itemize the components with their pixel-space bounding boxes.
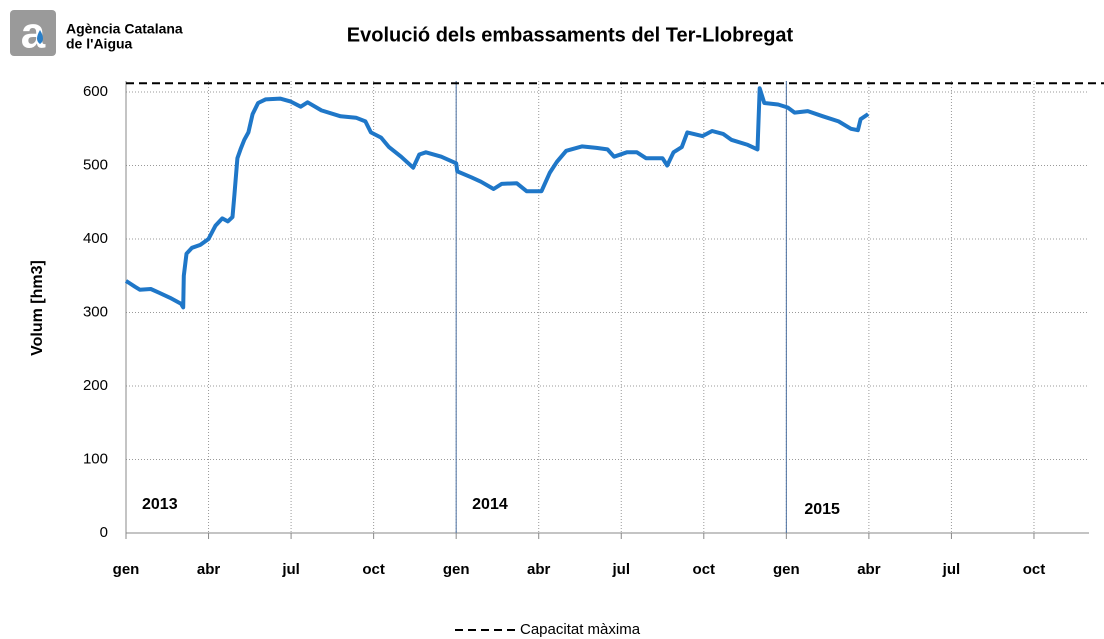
logo: a Agència Catalana de l'Aigua <box>10 9 183 58</box>
x-tick-label: oct <box>362 561 385 578</box>
logo-box <box>10 10 56 56</box>
y-tick-label: 300 <box>83 303 108 320</box>
year-label: 2013 <box>142 496 178 513</box>
y-axis-label: Volum [hm3] <box>29 260 46 356</box>
y-tick-label: 200 <box>83 377 108 394</box>
year-label: 2014 <box>472 496 508 513</box>
x-tick-label: gen <box>113 561 140 578</box>
x-tick-label: jul <box>281 561 300 578</box>
logo-drop <box>37 30 43 44</box>
x-tick-label: abr <box>857 561 881 578</box>
logo-text: Agència Catalana <box>66 21 183 37</box>
y-tick-label: 0 <box>100 524 108 541</box>
logo-text: de l'Aigua <box>66 36 133 52</box>
x-tick-label: gen <box>773 561 800 578</box>
y-tick-label: 500 <box>83 156 108 173</box>
y-tick-label: 100 <box>83 450 108 467</box>
x-tick-label: jul <box>612 561 631 578</box>
x-tick-label: gen <box>443 561 470 578</box>
legend-label: Capacitat màxima <box>520 621 641 638</box>
data-line <box>124 86 870 310</box>
x-tick-label: abr <box>527 561 551 578</box>
logo-letter: a <box>21 9 46 58</box>
x-tick-label: oct <box>1023 561 1046 578</box>
y-tick-label: 400 <box>83 230 108 247</box>
x-tick-label: abr <box>197 561 221 578</box>
y-tick-label: 600 <box>83 83 108 100</box>
x-tick-label: jul <box>942 561 961 578</box>
x-tick-label: oct <box>693 561 716 578</box>
chart-title: Evolució dels embassaments del Ter-Llobr… <box>347 24 794 46</box>
year-label: 2015 <box>804 501 840 518</box>
